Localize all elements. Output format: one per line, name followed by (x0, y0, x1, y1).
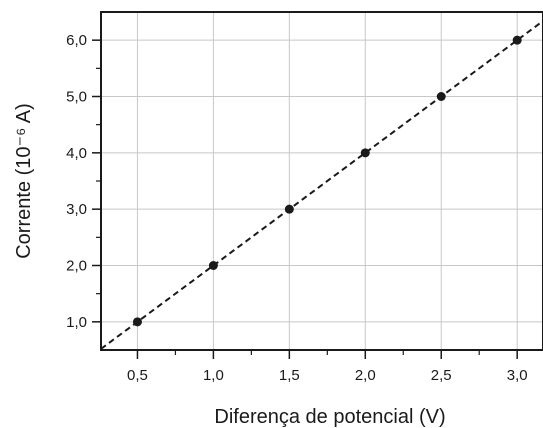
data-point (360, 148, 370, 158)
x-axis-title: Diferença de potencial (V) (214, 406, 445, 428)
trend-line (100, 20, 543, 350)
y-axis-title: Corrente (10⁻⁶ A) (13, 103, 35, 259)
x-tick-label: 3,0 (507, 367, 528, 384)
data-point (436, 92, 446, 101)
y-tick-labels: 1,0 2,0 3,0 4,0 5,0 6,0 (66, 32, 87, 331)
data-points (132, 35, 522, 327)
plot-frame (100, 11, 543, 351)
y-tick-label: 5,0 (66, 89, 87, 106)
data-point (284, 204, 294, 214)
grid (101, 12, 543, 350)
data-point (132, 317, 142, 327)
x-tick-label: 1,5 (279, 367, 300, 384)
data-point (512, 35, 522, 45)
x-tick-label: 1,0 (203, 367, 224, 384)
y-tick-label: 3,0 (66, 201, 87, 218)
y-tick-label: 4,0 (66, 145, 87, 162)
y-tick-label: 2,0 (66, 258, 87, 275)
x-tick-label: 2,0 (355, 367, 376, 384)
x-tick-labels: 0,5 1,0 1,5 2,0 2,5 3,0 (127, 367, 528, 384)
y-tick-label: 6,0 (66, 32, 87, 49)
x-tick-label: 0,5 (127, 367, 148, 384)
y-tick-label: 1,0 (66, 314, 87, 331)
x-tick-label: 2,5 (431, 367, 452, 384)
data-point (208, 261, 218, 270)
axis-ticks (92, 39, 518, 359)
